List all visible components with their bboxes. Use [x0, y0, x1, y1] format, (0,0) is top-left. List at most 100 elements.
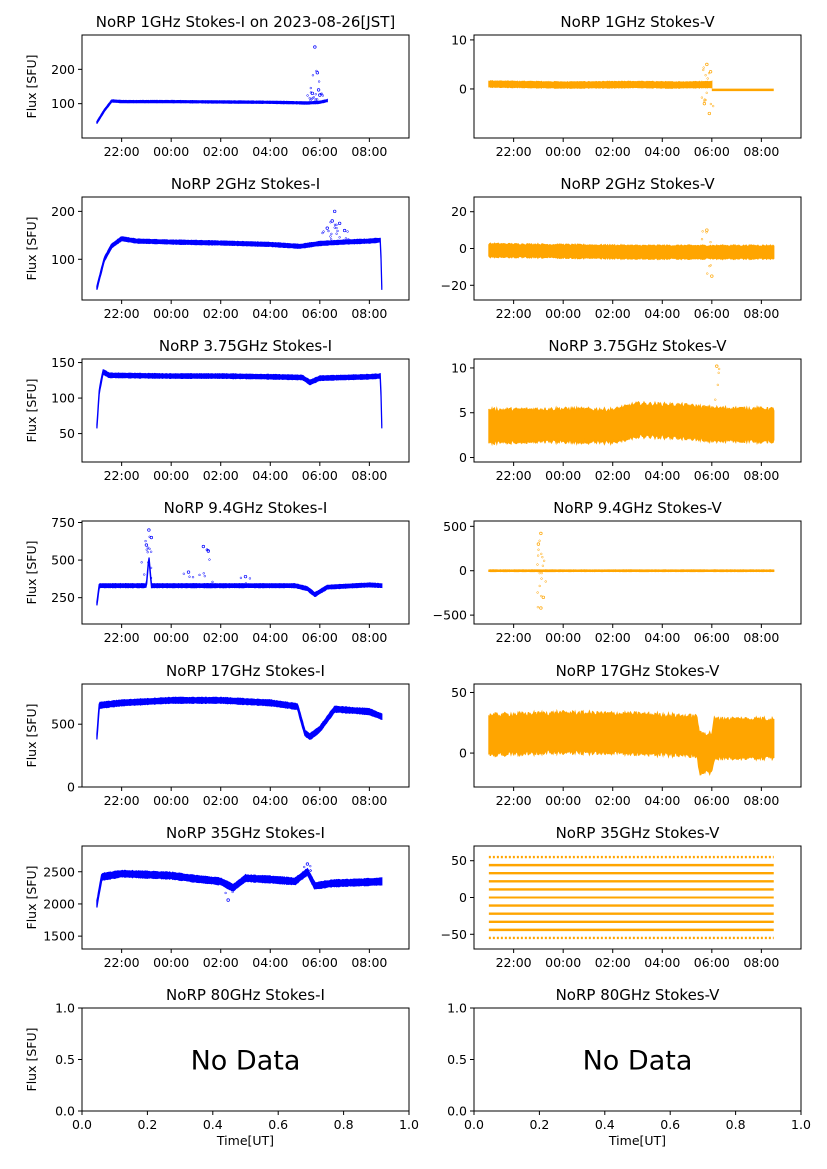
- x-tick-label: 04:00: [644, 144, 680, 159]
- outlier-point: [335, 226, 338, 230]
- outlier-point: [203, 575, 206, 578]
- outlier-point: [540, 594, 543, 598]
- outlier-point: [182, 572, 185, 575]
- panel-7: NoRP 9.4GHz Stokes-I Flux [SFU] 22:00 00:00…: [24, 499, 410, 645]
- outlier-point: [344, 237, 348, 240]
- panel-14: NoRP 80GHz Stokes-V 0.0 0.2 0.4 0.6 0.8 1.0 0.0…: [447, 986, 811, 1148]
- data-series: [96, 696, 383, 740]
- panel-11: NoRP 35GHz Stokes-I Flux [SFU] 22:00 00:00 0…: [24, 824, 410, 970]
- x-tick-label: 00:00: [545, 306, 581, 321]
- outlier-point: [706, 272, 709, 275]
- outlier-point: [709, 240, 712, 244]
- outlier-point: [188, 575, 191, 578]
- panel-9: NoRP 17GHz Stokes-I Flux [SFU] 22:00 00:00 0…: [24, 662, 410, 808]
- x-tick-label: 06:00: [694, 468, 730, 483]
- data-series: [488, 228, 775, 278]
- x-tick-label: 22:00: [104, 630, 140, 645]
- x-tick-label: 1.0: [399, 1117, 419, 1132]
- outlier-point: [310, 97, 313, 101]
- outlier-point: [145, 548, 148, 551]
- outlier-point: [206, 549, 210, 553]
- x-tick-label: 02:00: [203, 468, 239, 483]
- x-tick-label: 02:00: [203, 144, 239, 159]
- x-tick-label: 02:00: [595, 793, 631, 808]
- data-series: [96, 209, 383, 290]
- y-tick-label: 1500: [43, 929, 75, 944]
- outlier-point: [702, 68, 705, 72]
- x-tick-label: 00:00: [545, 955, 581, 970]
- no-data-message: No Data: [583, 1046, 693, 1077]
- plot-frame: [473, 34, 802, 139]
- outlier-point: [705, 62, 709, 67]
- y-axis-label: Flux [SFU]: [24, 704, 39, 768]
- data-band: [96, 236, 383, 290]
- y-tick-label: 20: [451, 204, 467, 219]
- y-tick-label: 5: [459, 405, 467, 420]
- y-tick-label: 500: [51, 717, 75, 732]
- outlier-point: [330, 219, 334, 223]
- outlier-point: [230, 886, 234, 889]
- outlier-point: [708, 70, 713, 74]
- panel-12: NoRP 35GHz Stokes-V 22:00 00:00 02:00 04:00 0…: [441, 824, 802, 970]
- outlier-point: [308, 97, 311, 100]
- outlier-point: [206, 548, 210, 552]
- outlier-point: [335, 223, 338, 227]
- x-tick-label: 04:00: [644, 630, 680, 645]
- outlier-point: [231, 890, 234, 894]
- x-tick-label: 08:00: [351, 306, 387, 321]
- outlier-point: [316, 88, 321, 92]
- x-tick-label: 06:00: [694, 306, 730, 321]
- data-band: [488, 80, 713, 90]
- outlier-point: [322, 230, 325, 233]
- plot-frame: [473, 358, 802, 463]
- x-tick-label: 00:00: [153, 306, 189, 321]
- outlier-point: [148, 547, 151, 550]
- data-series: [488, 531, 775, 610]
- outlier-point: [705, 83, 708, 86]
- y-tick-label: 750: [51, 515, 75, 530]
- y-tick-label: 1.0: [447, 1001, 467, 1016]
- data-series: [488, 855, 774, 940]
- outlier-point: [536, 591, 539, 594]
- y-tick-label: 0: [459, 450, 467, 465]
- outlier-point: [333, 226, 336, 229]
- data-series: [488, 708, 775, 776]
- outlier-point: [303, 865, 306, 869]
- y-tick-label: 0: [459, 746, 467, 761]
- outlier-point: [208, 558, 211, 561]
- x-tick-label: 06:00: [694, 144, 730, 159]
- x-tick-label: 22:00: [496, 630, 532, 645]
- x-tick-label: 00:00: [153, 144, 189, 159]
- panel-13: NoRP 80GHz Stokes-I Flux [SFU] 0.0 0.2 0.4 0.…: [24, 986, 419, 1148]
- x-tick-label: 22:00: [104, 793, 140, 808]
- outlier-point: [327, 229, 330, 233]
- y-tick-label: 50: [59, 426, 75, 441]
- y-tick-label: 10: [451, 360, 467, 375]
- data-band: [488, 569, 775, 573]
- outlier-point: [702, 66, 705, 69]
- y-tick-label: 100: [51, 96, 75, 111]
- outlier-point: [186, 570, 191, 574]
- outlier-point: [184, 584, 188, 587]
- data-band: [488, 400, 775, 447]
- outlier-point: [540, 571, 543, 575]
- plot-frame: [473, 520, 802, 625]
- plot-frame: [81, 520, 410, 625]
- outlier-point: [338, 236, 341, 239]
- outlier-point: [703, 99, 706, 102]
- outlier-point: [537, 548, 540, 551]
- outlier-point: [540, 577, 543, 580]
- x-tick-label: 08:00: [743, 955, 779, 970]
- x-tick-label: 06:00: [694, 955, 730, 970]
- outlier-point: [318, 100, 322, 103]
- data-band: [96, 369, 383, 429]
- outlier-point: [333, 209, 337, 214]
- x-tick-label: 02:00: [595, 955, 631, 970]
- outlier-point: [147, 528, 151, 532]
- outlier-point: [149, 535, 154, 540]
- plot-frame: [473, 196, 802, 301]
- plot-frame: [81, 358, 410, 463]
- plot-frame: [473, 1007, 802, 1112]
- outlier-point: [314, 93, 317, 96]
- x-axis-label: Time[UT]: [608, 1133, 666, 1148]
